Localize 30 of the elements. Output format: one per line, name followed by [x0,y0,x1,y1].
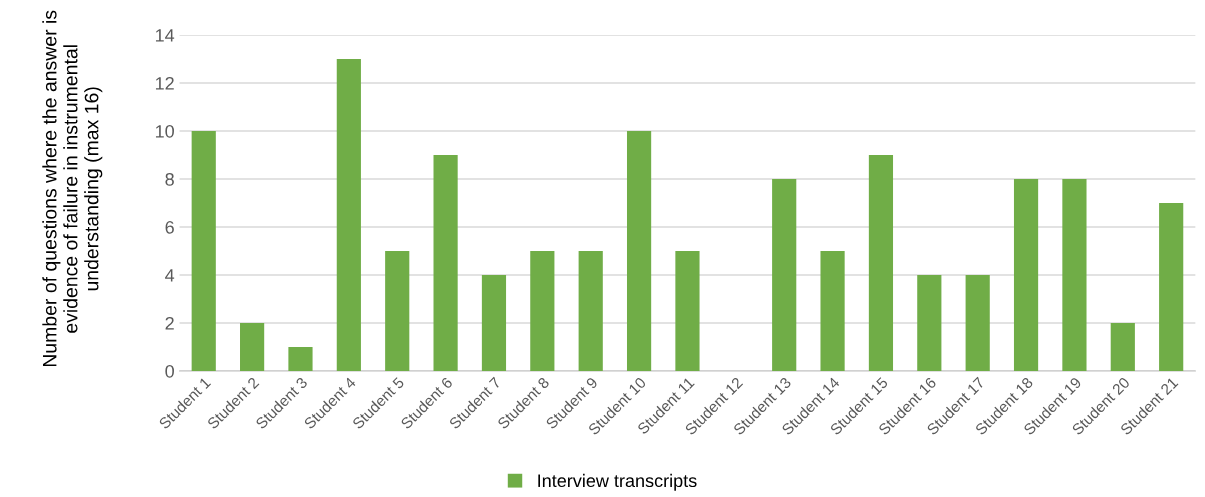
bar [1062,179,1087,372]
bar [917,275,942,372]
y-tick-label: 2 [165,316,174,330]
y-tick-label: 14 [155,29,175,42]
bar [191,131,216,372]
bar [1159,203,1184,372]
bar [578,251,603,372]
bar [675,251,700,372]
y-tick-label: 8 [165,172,174,186]
bar [626,131,652,372]
y-tick-label: 10 [155,124,174,138]
bar [965,275,990,372]
y-tick-label: 0 [165,364,174,378]
bar [288,347,313,372]
bar [868,155,894,372]
bar [1013,179,1039,372]
bar [433,155,458,372]
bar [820,251,845,372]
y-tick-label: 6 [165,220,174,234]
bar [1110,323,1135,372]
y-axis-title: Number of questions where the answer is evidence of failure in instrumental understanding (max 16) [42,10,103,367]
y-tick-label: 12 [155,76,174,90]
bar [530,251,555,372]
legend-label: Interview transcripts [538,473,697,491]
bar [772,179,797,372]
bar [385,251,410,372]
bar [481,275,507,372]
bar [240,323,265,372]
y-tick-label: 4 [165,269,175,282]
bar [336,59,361,372]
